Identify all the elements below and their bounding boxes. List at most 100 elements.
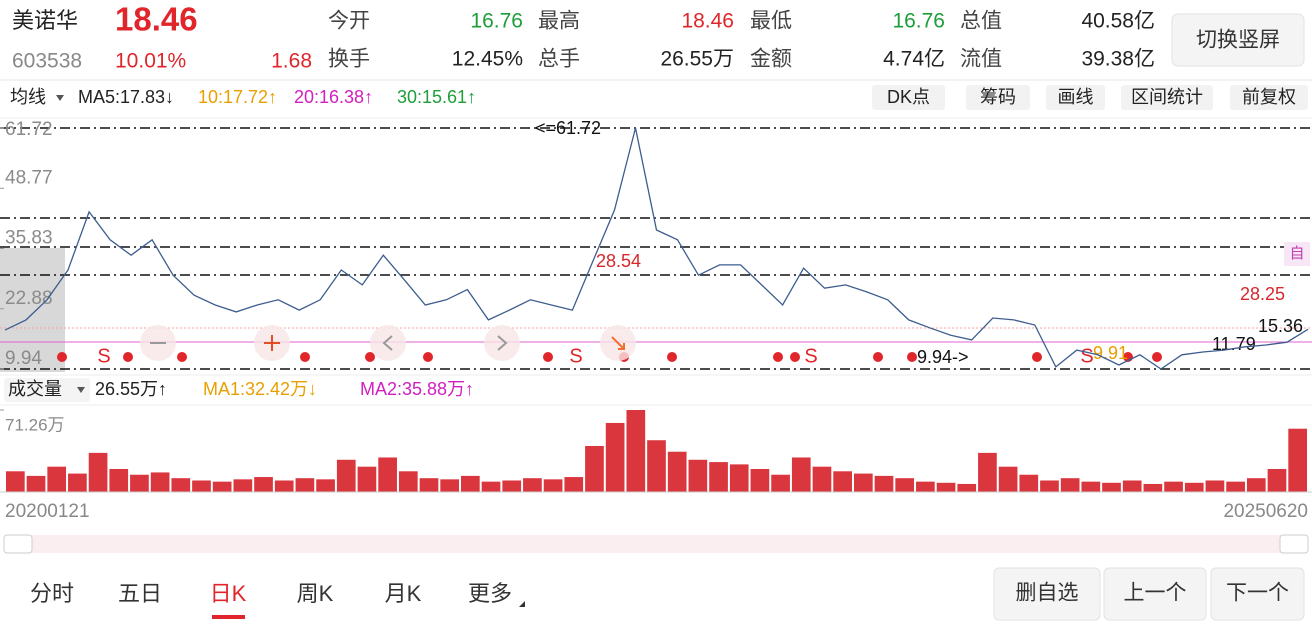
tool-button-label[interactable]: 区间统计: [1131, 87, 1203, 107]
volume-bar: [1143, 483, 1163, 492]
stat-value: 16.76: [892, 10, 945, 33]
volume-bar: [1226, 481, 1245, 492]
stat-label: 流值: [960, 48, 1002, 71]
tool-button[interactable]: [1121, 85, 1213, 110]
volume-bar: [109, 468, 129, 492]
tool-button-label[interactable]: DK点: [887, 87, 930, 107]
tool-button[interactable]: [966, 85, 1030, 110]
scroll-handle[interactable]: [3, 534, 33, 554]
signal-dot: [667, 352, 677, 362]
ma-selector[interactable]: 均线: [10, 87, 46, 107]
volume-bar: [461, 475, 480, 492]
signal-label: S: [569, 345, 582, 367]
price-line: [4, 127, 1309, 370]
volume-bar: [274, 480, 294, 492]
volume-bar: [543, 479, 563, 492]
annotation: 28.25: [1240, 284, 1285, 304]
volume-bar: [791, 457, 811, 492]
volume-legend: 26.55万↑: [95, 379, 167, 399]
tool-button-label[interactable]: 筹码: [980, 87, 1016, 107]
volume-bar: [936, 482, 956, 492]
action-button[interactable]: [1103, 567, 1207, 621]
volume-bar: [523, 478, 542, 492]
control-icon[interactable]: [611, 336, 625, 350]
control-icon[interactable]: [497, 335, 508, 351]
stat-label: 换手: [328, 48, 370, 71]
volume-bar: [130, 474, 149, 492]
signal-label: S: [97, 345, 110, 367]
tab[interactable]: 分时: [30, 581, 74, 606]
volume-bar: [647, 440, 666, 492]
volume-bar: [1102, 482, 1121, 492]
tab[interactable]: 日K: [210, 581, 247, 606]
volume-bar: [833, 471, 852, 492]
y-tick-label: 61.72: [5, 119, 53, 140]
tool-button-label[interactable]: 前复权: [1242, 87, 1296, 107]
volume-bar: [1019, 474, 1039, 492]
control-button[interactable]: [484, 325, 520, 361]
volume-bar: [316, 479, 335, 492]
volume-legend[interactable]: 成交量: [8, 379, 62, 399]
volume-bar: [481, 481, 501, 492]
volume-bar: [812, 466, 832, 492]
control-icon[interactable]: [382, 335, 393, 351]
volume-bar: [853, 473, 873, 492]
volume-bar: [1081, 481, 1101, 492]
volume-bar: [419, 478, 439, 492]
volume-bar: [1184, 482, 1204, 492]
tool-button[interactable]: [872, 85, 945, 110]
switch-button[interactable]: [1171, 13, 1305, 67]
stock-price: 18.46: [115, 1, 198, 38]
signal-dot: [423, 352, 433, 362]
control-button[interactable]: [370, 325, 406, 361]
switch-button-label[interactable]: 切换竖屏: [1196, 29, 1280, 52]
tab[interactable]: 月K: [385, 581, 422, 606]
volume-bar: [771, 474, 790, 492]
volume-bar: [254, 477, 273, 492]
volume-bar: [1288, 428, 1307, 492]
tab[interactable]: 更多: [468, 581, 512, 606]
annotation: 9.91: [1093, 343, 1128, 363]
y-tick-label: 22.88: [5, 288, 53, 309]
scroll-handle[interactable]: [1279, 534, 1309, 554]
volume-bar: [336, 459, 356, 492]
volume-bar: [1060, 478, 1080, 492]
scrollbar[interactable]: [4, 535, 1308, 553]
stat-value: 39.38亿: [1081, 48, 1155, 71]
action-button-label[interactable]: 删自选: [1016, 582, 1079, 605]
dropdown-icon: [56, 95, 64, 101]
volume-bar: [998, 466, 1018, 492]
stock-code: 603538: [12, 50, 82, 73]
signal-dot: [123, 352, 133, 362]
stat-label: 金额: [750, 48, 792, 71]
control-icon[interactable]: [264, 335, 280, 351]
signal-dot: [177, 352, 187, 362]
volume-bar: [357, 466, 377, 492]
dropdown-icon: [77, 387, 85, 393]
tool-button[interactable]: [1230, 85, 1308, 110]
change-amount: 1.68: [271, 50, 312, 73]
tool-button-label[interactable]: 画线: [1058, 87, 1094, 107]
signal-dot: [57, 352, 67, 362]
annotation: <=61.72: [535, 118, 601, 138]
action-button[interactable]: [1210, 567, 1305, 621]
action-button-label[interactable]: 下一个: [1226, 582, 1289, 605]
action-button-label[interactable]: 上一个: [1124, 582, 1187, 605]
tab[interactable]: 周K: [297, 581, 334, 606]
annotation: 15.36: [1258, 316, 1303, 336]
volume-bar: [440, 479, 460, 492]
action-button[interactable]: [993, 567, 1101, 621]
annotation: 28.54: [596, 251, 641, 271]
volume-bar: [978, 452, 997, 492]
annotation: 9.94->: [917, 347, 969, 367]
volume-bar: [88, 452, 108, 492]
tool-button[interactable]: [1046, 85, 1105, 110]
date-label: 20250620: [1223, 501, 1308, 522]
change-pct: 10.01%: [115, 50, 186, 73]
volume-bar: [68, 473, 87, 492]
volume-selector[interactable]: [4, 378, 90, 402]
stat-value: 12.45%: [452, 48, 523, 71]
stat-value: 26.55万: [660, 48, 734, 71]
tab[interactable]: 五日: [118, 581, 162, 606]
